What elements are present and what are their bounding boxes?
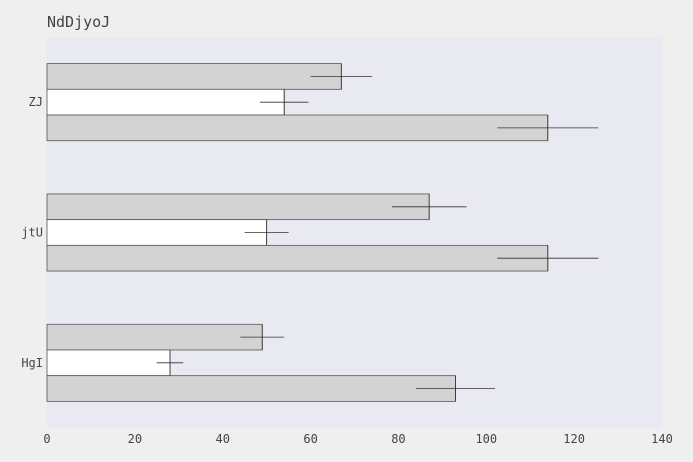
x-tick-label: 20 (128, 432, 142, 446)
bar (47, 245, 548, 271)
x-tick-label: 140 (651, 432, 673, 446)
bar (47, 115, 548, 141)
y-tick-label: jtU (21, 226, 43, 240)
bar (47, 350, 170, 376)
bar (47, 89, 284, 115)
y-tick-label: HgI (21, 356, 43, 370)
bar (47, 194, 429, 220)
x-tick-label: 0 (43, 432, 50, 446)
bar (47, 220, 267, 246)
bar (47, 64, 341, 90)
chart-title: NdDjyoJ (47, 13, 110, 31)
x-tick-label: 120 (563, 432, 585, 446)
y-tick-labels: ZJ jtU HgI (21, 95, 43, 370)
x-tick-label: 80 (391, 432, 405, 446)
bar (47, 376, 456, 402)
x-tick-label: 100 (475, 432, 497, 446)
bar (47, 324, 262, 350)
x-tick-labels: 0 20 40 60 80 100 120 140 (43, 432, 672, 446)
x-tick-label: 40 (215, 432, 229, 446)
y-tick-label: ZJ (29, 95, 43, 109)
x-tick-label: 60 (303, 432, 317, 446)
